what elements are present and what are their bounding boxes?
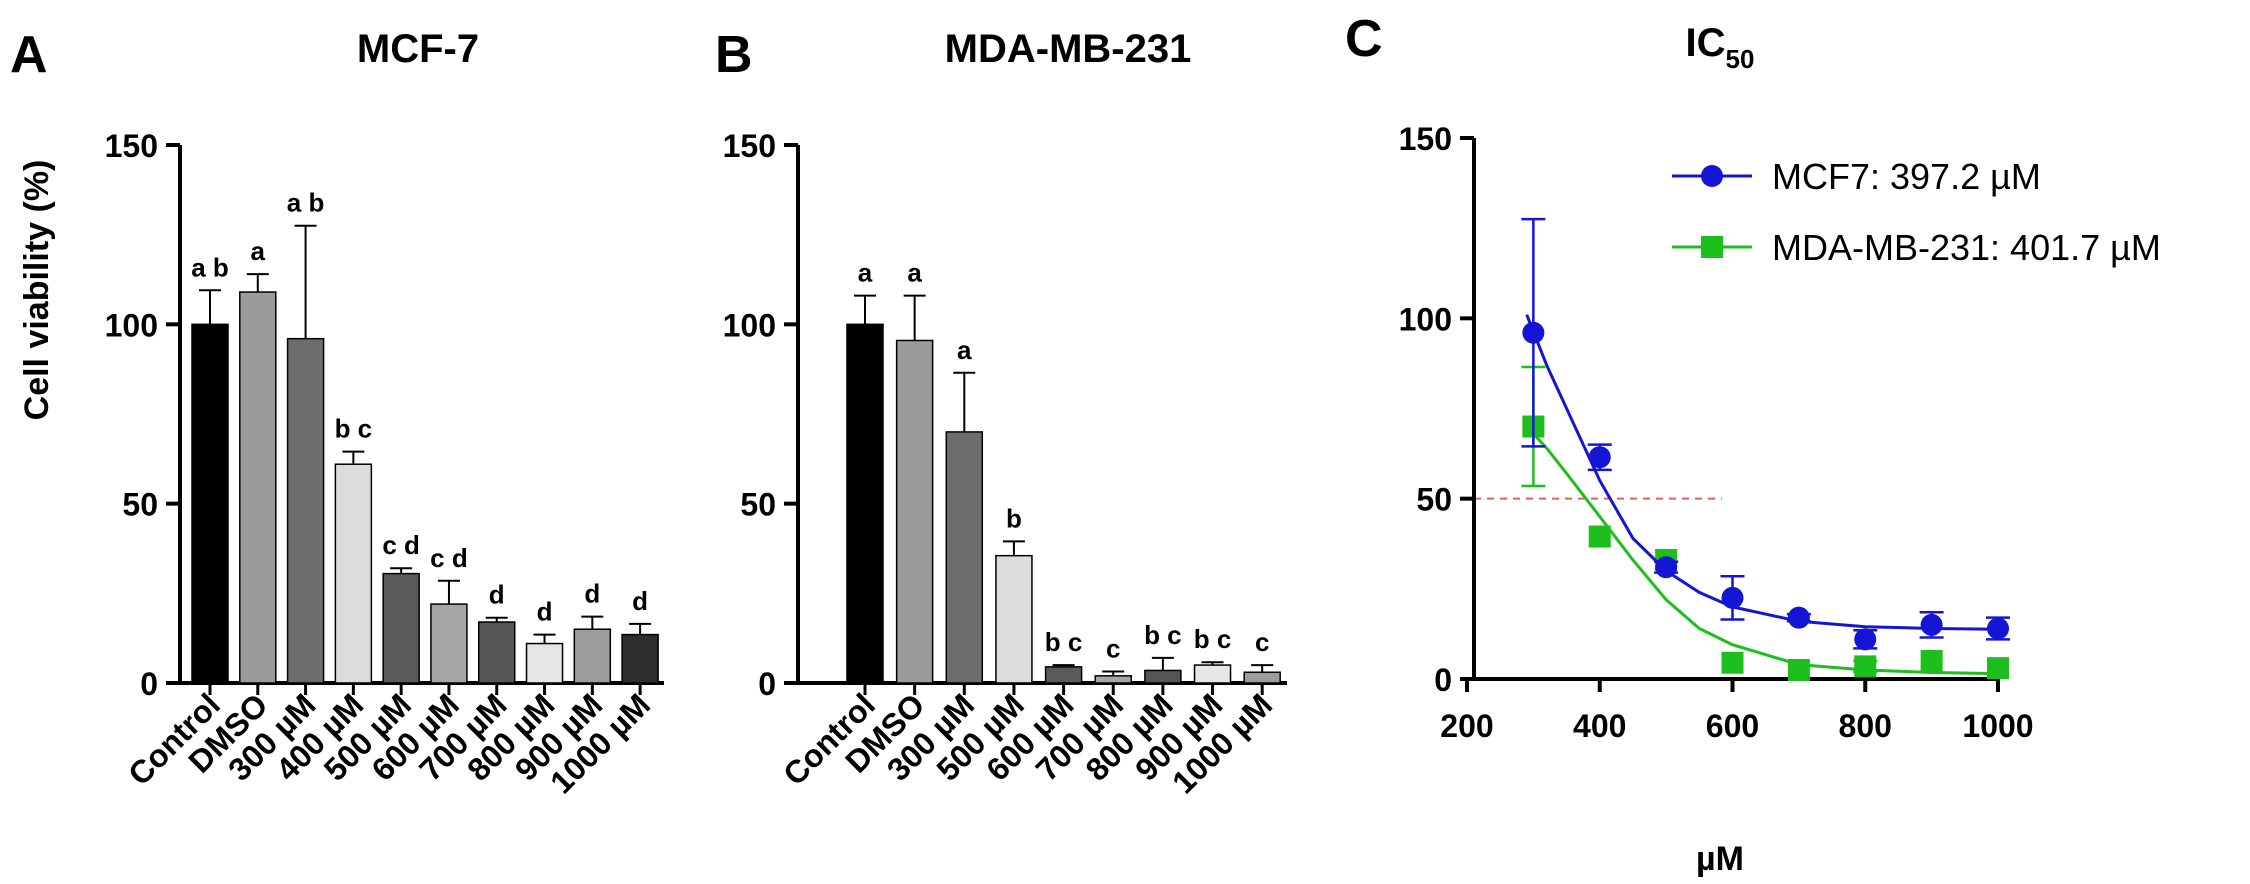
bar-2 [945,431,984,684]
legend-marker-mdamb231 [1701,236,1723,258]
bar-4 [382,572,420,684]
bar-0 [191,323,229,684]
data-point-mcf7 [1787,606,1810,629]
x-tick-label: 200 [1440,708,1493,744]
panel-letter-c: C [1345,10,1383,68]
data-point-mdamb231 [1787,658,1810,681]
panel-letter-a: A [10,26,48,84]
significance-letter: a [251,236,266,266]
bar-4 [1044,666,1083,684]
fit-curve-mcf7 [1525,314,1999,631]
chart-c-legend: MCF7: 397.2 µM MDA-MB-231: 401.7 µM [1672,156,2161,268]
legend-marker-mcf7 [1701,165,1723,187]
bar-7 [525,642,564,684]
data-point-mcf7 [1588,446,1611,469]
significance-letter: a b [287,188,325,218]
y-tick-label: 0 [758,666,776,702]
data-point-mcf7 [1721,586,1744,609]
bar-5 [1094,675,1132,684]
y-tick-label: 150 [1399,121,1452,157]
significance-letter: c d [430,543,468,573]
data-point-mdamb231 [1721,651,1744,674]
data-point-mdamb231 [1987,657,2009,680]
chart-b-title: MDA-MB-231 [945,27,1192,71]
y-tick-label: 100 [105,307,158,343]
bar-7 [1193,664,1232,684]
significance-letter: b c [1045,627,1083,657]
significance-letter: c [1106,634,1120,664]
bar-0 [846,323,884,684]
significance-letter: b c [1194,624,1232,654]
data-point-mdamb231 [1854,655,1877,678]
chart-c-title: IC50 [1686,21,1755,74]
significance-letter: b c [1144,620,1182,650]
significance-letter: d [632,586,648,616]
chart-c-title-sub: 50 [1726,44,1755,74]
x-tick-label: 800 [1839,708,1892,744]
y-tick-label: 50 [740,487,776,523]
significance-letter: a [907,258,922,288]
y-tick-label: 50 [122,487,158,523]
bar-9 [621,633,659,684]
bar-8 [573,628,612,684]
bar-1 [895,339,934,684]
y-tick-label: 150 [723,128,776,164]
legend-label-mcf7: MCF7: 397.2 µM [1772,156,2041,197]
significance-letter: b c [335,414,373,444]
y-tick-label: 150 [105,128,158,164]
data-point-mcf7 [1854,628,1877,651]
bar-5 [430,603,468,684]
x-tick-label: 1000 [1962,708,2033,744]
data-point-mcf7 [1655,556,1678,579]
bar-1 [239,291,277,684]
chart-a-ylabel: Cell viability (%) [18,160,56,421]
significance-letter: d [489,580,505,610]
significance-letter: a b [191,252,229,282]
significance-letter: c [1255,627,1269,657]
y-tick-label: 0 [1434,662,1452,698]
significance-letter: d [584,579,600,609]
chart-a-title: MCF-7 [357,27,479,71]
significance-letter: d [537,597,553,627]
x-tick-label: 600 [1706,708,1759,744]
y-tick-label: 50 [1416,482,1452,518]
significance-letter: c d [382,530,420,560]
bar-8 [1243,671,1281,684]
y-tick-label: 100 [1399,301,1452,337]
significance-letter: a [957,335,972,365]
significance-letter: b [1006,503,1022,533]
data-point-mcf7 [1920,613,1943,636]
bar-6 [1144,669,1182,684]
y-tick-label: 0 [140,666,158,702]
chart-c-plot: 0 50 100 150 200 400 600 800 1000 [1399,121,2034,744]
chart-c-title-main: IC [1686,21,1726,65]
significance-letter: a [858,258,873,288]
x-tick-label: 400 [1573,708,1626,744]
legend-label-mdamb231: MDA-MB-231: 401.7 µM [1772,227,2161,268]
bar-3 [334,463,373,684]
fit-curve-mdamb231 [1525,425,1999,676]
bar-2 [286,337,325,684]
bar-3 [995,554,1033,684]
data-point-mdamb231 [1588,525,1611,548]
data-point-mdamb231 [1920,649,1943,672]
chart-c-xlabel: µM [1696,840,1744,878]
data-point-mcf7 [1522,321,1545,344]
panel-letter-b: B [715,26,753,84]
bar-6 [477,621,516,684]
y-tick-label: 100 [723,307,776,343]
data-point-mcf7 [1987,617,2009,640]
